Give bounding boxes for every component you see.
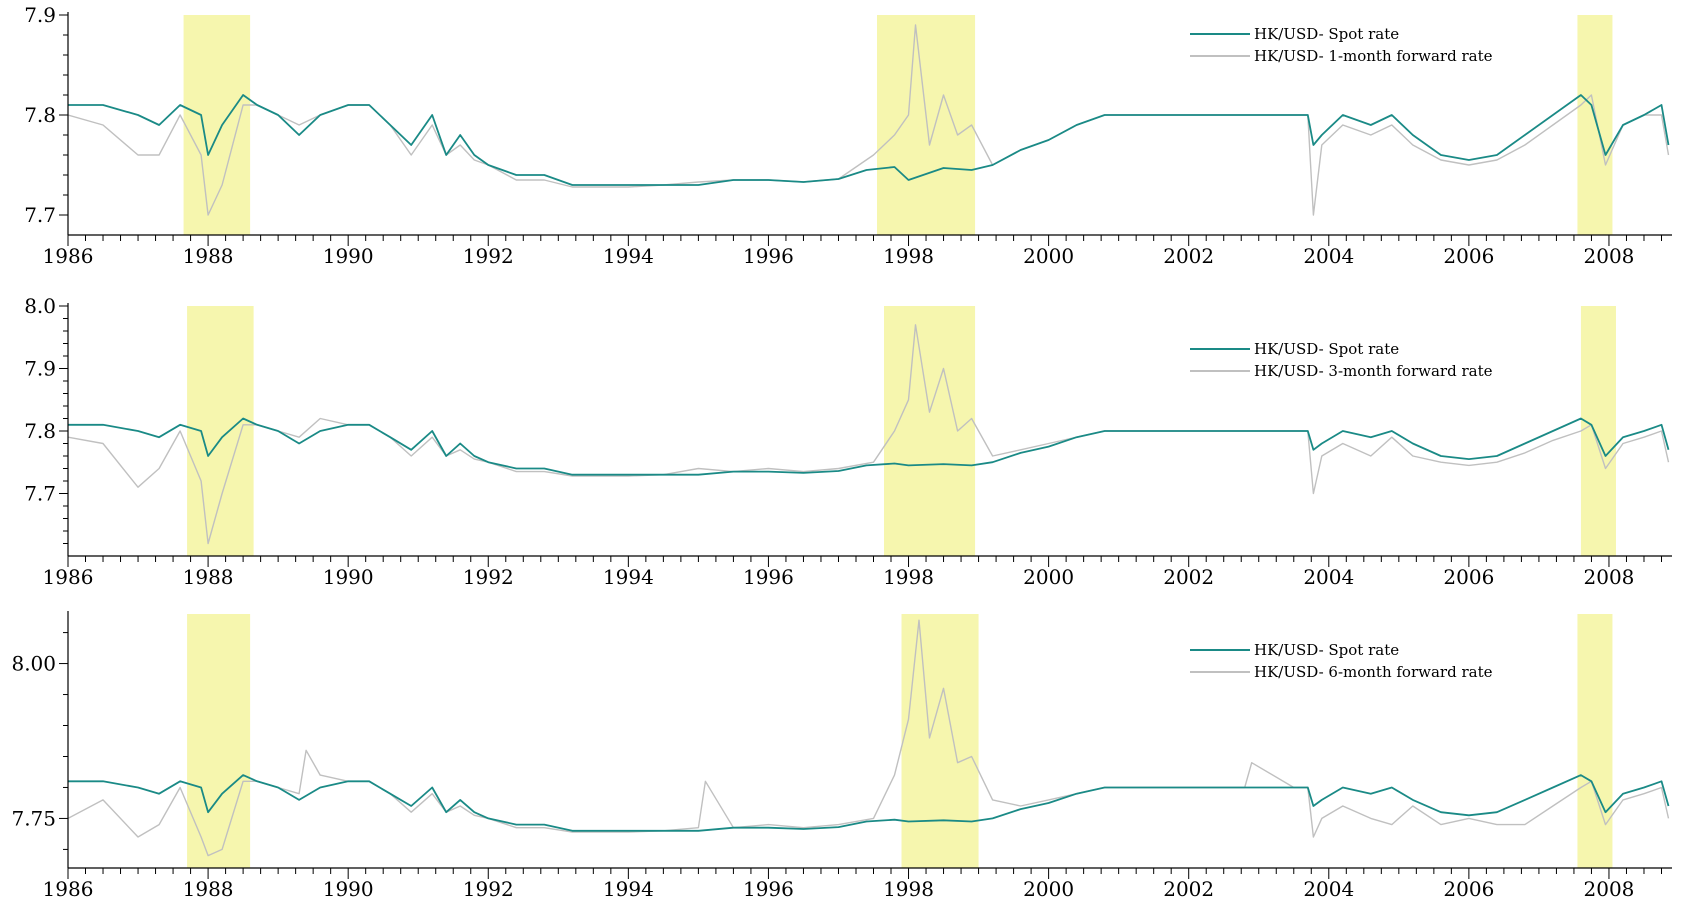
x-tick-label: 1992 (463, 877, 514, 901)
x-tick-label: 2008 (1584, 565, 1635, 589)
highlight-band-2 (884, 306, 976, 556)
x-tick-label: 1996 (743, 244, 794, 268)
x-tick-label: 1998 (883, 877, 934, 901)
highlight-band-3 (1577, 15, 1613, 235)
x-tick-label: 2004 (1303, 565, 1354, 589)
y-tick-label: 8.00 (11, 652, 56, 676)
legend-label: HK/USD- Spot rate (1254, 25, 1399, 43)
x-tick-label: 1988 (183, 244, 234, 268)
x-tick-label: 2008 (1584, 244, 1635, 268)
chart-panel-1: 1986 1988 1990 1992 1994 1996 1998 2000 2002 2004… (24, 3, 1672, 268)
x-tick-label: 2004 (1303, 244, 1354, 268)
x-tick-label: 1986 (43, 565, 94, 589)
legend: HK/USD- Spot rate HK/USD- 6-month forward… (1190, 641, 1493, 681)
series-line-spot-rate (68, 94, 1670, 186)
x-tick-label: 2000 (1023, 244, 1074, 268)
x-tick-label: 1992 (463, 244, 514, 268)
x-tick-label: 1994 (603, 565, 654, 589)
y-tick-label: 7.7 (24, 203, 56, 227)
highlight-band-1 (183, 15, 251, 235)
legend-label: HK/USD- 1-month forward rate (1254, 47, 1493, 65)
highlight-band-2 (901, 614, 979, 868)
chart-panel-3: 1986 1988 1990 1992 1994 1996 1998 2000 2002 2004… (11, 611, 1672, 901)
x-tick-label: 2006 (1443, 244, 1494, 268)
highlight-band-1 (187, 614, 251, 868)
chart-panel-2: 1986 1988 1990 1992 1994 1996 1998 2000 2002 2004… (24, 294, 1672, 589)
legend: HK/USD- Spot rate HK/USD- 1-month forward… (1190, 25, 1493, 65)
y-tick-label: 7.9 (24, 3, 56, 27)
x-tick-label: 2002 (1163, 244, 1214, 268)
series-line-forward-rate (68, 324, 1670, 545)
highlight-band-1 (187, 306, 254, 556)
legend: HK/USD- Spot rate HK/USD- 3-month forward… (1190, 340, 1493, 380)
x-tick-label: 1996 (743, 877, 794, 901)
x-tick-label: 1988 (183, 877, 234, 901)
x-tick-label: 1990 (323, 877, 374, 901)
x-tick-label: 1986 (43, 244, 94, 268)
x-tick-label: 1992 (463, 565, 514, 589)
x-tick-label: 1994 (603, 244, 654, 268)
x-tick-label: 2000 (1023, 877, 1074, 901)
legend-label: HK/USD- 6-month forward rate (1254, 663, 1493, 681)
x-tick-label: 1990 (323, 244, 374, 268)
x-tick-label: 2002 (1163, 877, 1214, 901)
y-tick-label: 7.7 (24, 482, 56, 506)
y-tick-label: 8.0 (24, 294, 56, 318)
x-tick-label: 1998 (883, 244, 934, 268)
x-tick-label: 1994 (603, 877, 654, 901)
highlight-band-3 (1577, 614, 1613, 868)
y-tick-label: 7.8 (24, 103, 56, 127)
x-tick-label: 2004 (1303, 877, 1354, 901)
x-tick-label: 2000 (1023, 565, 1074, 589)
x-tick-label: 1996 (743, 565, 794, 589)
series-line-spot-rate (68, 417, 1670, 476)
series-line-forward-rate (68, 619, 1670, 857)
y-tick-label: 7.75 (11, 806, 56, 830)
x-tick-label: 2006 (1443, 877, 1494, 901)
y-tick-label: 7.8 (24, 419, 56, 443)
legend-label: HK/USD- Spot rate (1254, 340, 1399, 358)
x-tick-label: 1988 (183, 565, 234, 589)
x-tick-label: 2008 (1584, 877, 1635, 901)
x-tick-label: 2002 (1163, 565, 1214, 589)
legend-label: HK/USD- 3-month forward rate (1254, 362, 1493, 380)
y-tick-label: 7.9 (24, 357, 56, 381)
x-tick-label: 1990 (323, 565, 374, 589)
series-line-forward-rate (68, 24, 1670, 216)
x-tick-label: 2006 (1443, 565, 1494, 589)
x-tick-label: 1998 (883, 565, 934, 589)
highlight-band-3 (1580, 306, 1616, 556)
highlight-band-2 (877, 15, 976, 235)
series-line-spot-rate (68, 774, 1670, 832)
legend-label: HK/USD- Spot rate (1254, 641, 1399, 659)
x-tick-label: 1986 (43, 877, 94, 901)
